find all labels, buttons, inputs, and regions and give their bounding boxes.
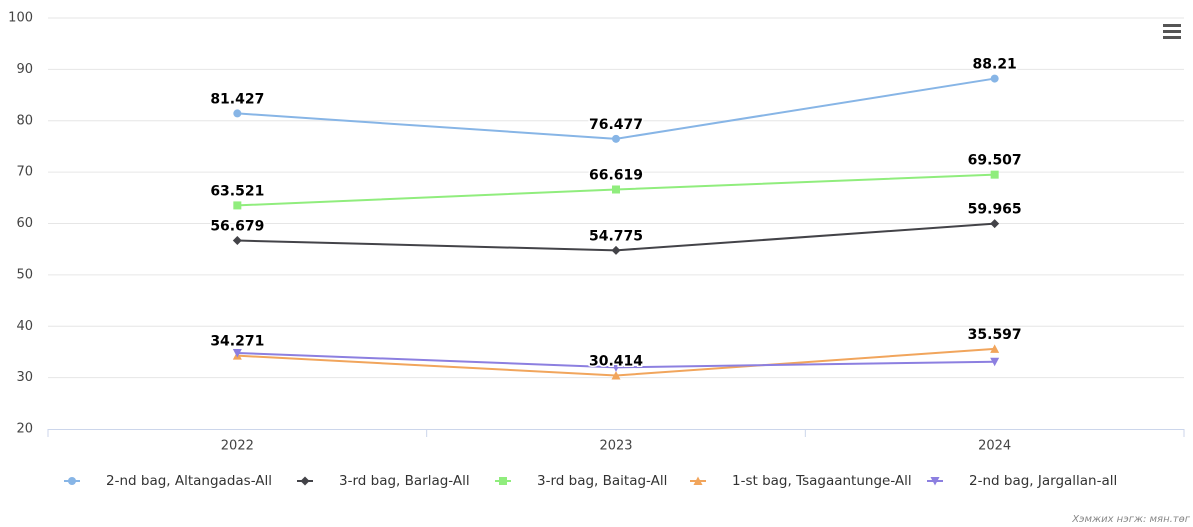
point (233, 109, 242, 118)
legend-item[interactable]: 3-rd bag, Baitag-All (495, 473, 667, 489)
legend-label: 2-nd bag, Altangadas-All (106, 473, 272, 489)
y-tick-label: 40 (16, 319, 33, 334)
y-tick-label: 30 (16, 370, 33, 385)
legend-label: 2-nd bag, Jargallan-all (969, 473, 1117, 489)
legend-item[interactable]: 3-rd bag, Barlag-All (297, 473, 470, 489)
point (990, 219, 1000, 229)
legend-label: 3-rd bag, Baitag-All (537, 473, 667, 489)
legend-marker (693, 476, 703, 485)
y-tick-label: 100 (8, 11, 33, 26)
point (990, 357, 1000, 367)
y-tick-label: 60 (16, 216, 33, 231)
x-tick-label: 2023 (599, 439, 632, 454)
menu-icon[interactable] (1163, 24, 1181, 39)
legend-marker (68, 477, 76, 485)
data-label: 30.414 (589, 353, 643, 369)
legend-marker (930, 477, 940, 486)
legend-item[interactable]: 1-st bag, Tsagaantunge-All (690, 473, 912, 489)
legend-item[interactable]: 2-nd bag, Altangadas-All (64, 473, 272, 489)
data-label: 63.521 (210, 183, 264, 199)
menu-bar (1163, 30, 1181, 33)
point (612, 134, 620, 143)
y-tick-label: 90 (16, 62, 33, 77)
data-label: 54.775 (589, 228, 643, 244)
data-label: 34.271 (210, 334, 264, 350)
data-label: 76.477 (589, 117, 643, 133)
point (990, 344, 1000, 353)
menu-bar (1163, 24, 1181, 27)
legend-marker (499, 477, 507, 485)
legend-label: 3-rd bag, Barlag-All (339, 473, 470, 489)
menu-bar (1163, 36, 1181, 39)
point (612, 185, 620, 194)
y-tick-label: 80 (16, 113, 33, 128)
y-tick-label: 70 (16, 165, 33, 180)
point (611, 370, 621, 380)
y-tick-label: 50 (16, 267, 33, 282)
point (990, 170, 999, 179)
point (990, 74, 999, 83)
data-label: 56.679 (210, 219, 264, 235)
data-label: 88.21 (973, 57, 1017, 73)
data-label: 35.597 (968, 327, 1022, 343)
point (611, 245, 621, 255)
point (232, 236, 242, 246)
data-label: 66.619 (589, 167, 643, 183)
point (232, 348, 242, 358)
data-label: 81.427 (210, 91, 264, 107)
data-label: 59.965 (968, 202, 1022, 218)
y-tick-label: 20 (16, 422, 33, 437)
data-label: 69.507 (968, 153, 1022, 169)
unit-note: Хэмжих нэгж: мян.төг (1071, 514, 1191, 525)
point (233, 201, 242, 210)
x-tick-label: 2022 (221, 439, 254, 454)
legend-marker (300, 476, 310, 486)
legend-item[interactable]: 2-nd bag, Jargallan-all (927, 473, 1117, 489)
legend-label: 1-st bag, Tsagaantunge-All (732, 473, 912, 489)
x-tick-label: 2024 (978, 439, 1011, 454)
point (611, 363, 621, 372)
